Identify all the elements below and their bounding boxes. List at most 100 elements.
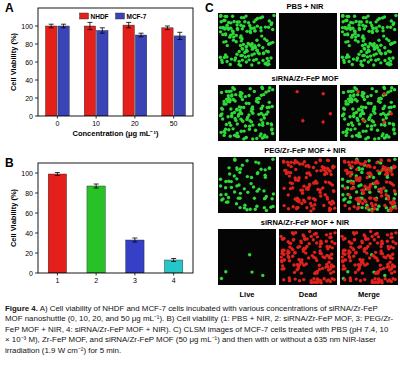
live-cell: [341, 56, 344, 59]
live-cell: [260, 86, 263, 89]
dead-cell: [350, 171, 353, 174]
dead-cell: [300, 271, 303, 274]
dead-cell: [393, 189, 396, 192]
y-tick-label: 40: [25, 230, 33, 237]
live-cell: [250, 270, 253, 273]
live-cell: [255, 137, 258, 140]
live-cell: [352, 94, 355, 97]
live-cell: [261, 274, 264, 277]
legend-swatch: [116, 13, 125, 19]
live-cell: [238, 94, 241, 97]
dead-cell: [341, 260, 344, 263]
live-cell: [253, 197, 256, 200]
live-cell: [357, 52, 360, 55]
dead-cell: [298, 279, 301, 282]
dead-cell: [293, 251, 296, 254]
live-cell: [241, 47, 244, 50]
live-cell: [237, 183, 240, 186]
dead-cell: [352, 186, 355, 189]
dead-cell: [392, 246, 395, 249]
x-tick: [96, 116, 97, 119]
x-tick-label: 20: [131, 120, 139, 127]
live-cell: [361, 44, 364, 47]
dead-cell: [318, 268, 321, 271]
dead-cell: [316, 235, 319, 238]
dead-cell: [289, 242, 292, 245]
dead-cell: [313, 272, 316, 275]
dead-cell: [301, 192, 304, 195]
dead-cell: [291, 248, 294, 251]
live-cell: [257, 113, 260, 116]
dead-cell: [373, 277, 376, 280]
live-cell: [342, 107, 345, 110]
dead-cell: [296, 263, 299, 266]
live-cell: [383, 274, 386, 277]
dead-cell: [377, 235, 380, 238]
dead-cell: [384, 167, 387, 170]
live-cell: [219, 184, 222, 187]
live-cell: [247, 94, 250, 97]
dead-cell: [348, 207, 351, 210]
live-cell: [231, 86, 234, 89]
live-cell: [393, 132, 396, 135]
dead-cell: [388, 159, 391, 162]
dead-cell: [371, 235, 374, 238]
dead-cell: [382, 267, 385, 270]
dead-cell: [352, 231, 355, 234]
live-cell: [261, 124, 264, 127]
live-cell: [370, 24, 373, 27]
dead-cell: [342, 249, 345, 252]
live-cell: [385, 62, 388, 65]
live-cell: [228, 172, 231, 175]
live-cell: [266, 122, 269, 125]
live-cell: [261, 136, 264, 139]
live-cell: [241, 58, 244, 61]
live-cell: [224, 33, 227, 36]
micrograph: [279, 229, 337, 285]
live-cell: [393, 158, 396, 161]
live-cell: [392, 128, 395, 131]
live-cell: [224, 40, 227, 43]
dead-cell: [389, 209, 392, 212]
micrograph: [218, 157, 276, 213]
dead-cell: [341, 255, 344, 258]
dead-cell: [293, 197, 296, 200]
dead-cell: [282, 160, 285, 163]
dead-cell: [362, 233, 365, 236]
live-cell: [363, 54, 366, 57]
dead-cell: [348, 251, 351, 254]
dead-cell: [303, 237, 306, 240]
error-bar: [100, 28, 105, 33]
live-cell: [259, 16, 262, 19]
live-cell: [365, 51, 368, 54]
x-tick-label: 0: [55, 120, 59, 127]
live-cell: [360, 105, 363, 108]
live-cell: [224, 186, 227, 189]
dead-cell: [387, 265, 390, 268]
live-cell: [264, 25, 267, 28]
dead-cell: [314, 232, 317, 235]
live-cell: [358, 27, 361, 30]
live-cell: [221, 197, 224, 200]
live-cell: [253, 52, 256, 55]
live-cell: [356, 93, 359, 96]
x-tick: [96, 273, 97, 276]
dead-cell: [362, 192, 365, 195]
live-cell: [253, 29, 256, 32]
live-cell: [221, 61, 224, 64]
live-cell: [220, 107, 223, 110]
live-cell: [230, 57, 233, 60]
dead-cell: [287, 193, 290, 196]
live-cell: [242, 129, 245, 132]
x-tick: [173, 273, 174, 276]
live-cell: [359, 183, 362, 186]
dead-cell: [383, 204, 386, 207]
dead-cell: [343, 160, 346, 163]
live-cell: [226, 44, 229, 47]
dead-cell: [389, 170, 392, 173]
dead-cell: [332, 189, 335, 192]
live-cell: [375, 52, 378, 55]
live-cell: [271, 88, 274, 91]
live-cell: [257, 161, 260, 164]
live-cell: [268, 166, 271, 169]
